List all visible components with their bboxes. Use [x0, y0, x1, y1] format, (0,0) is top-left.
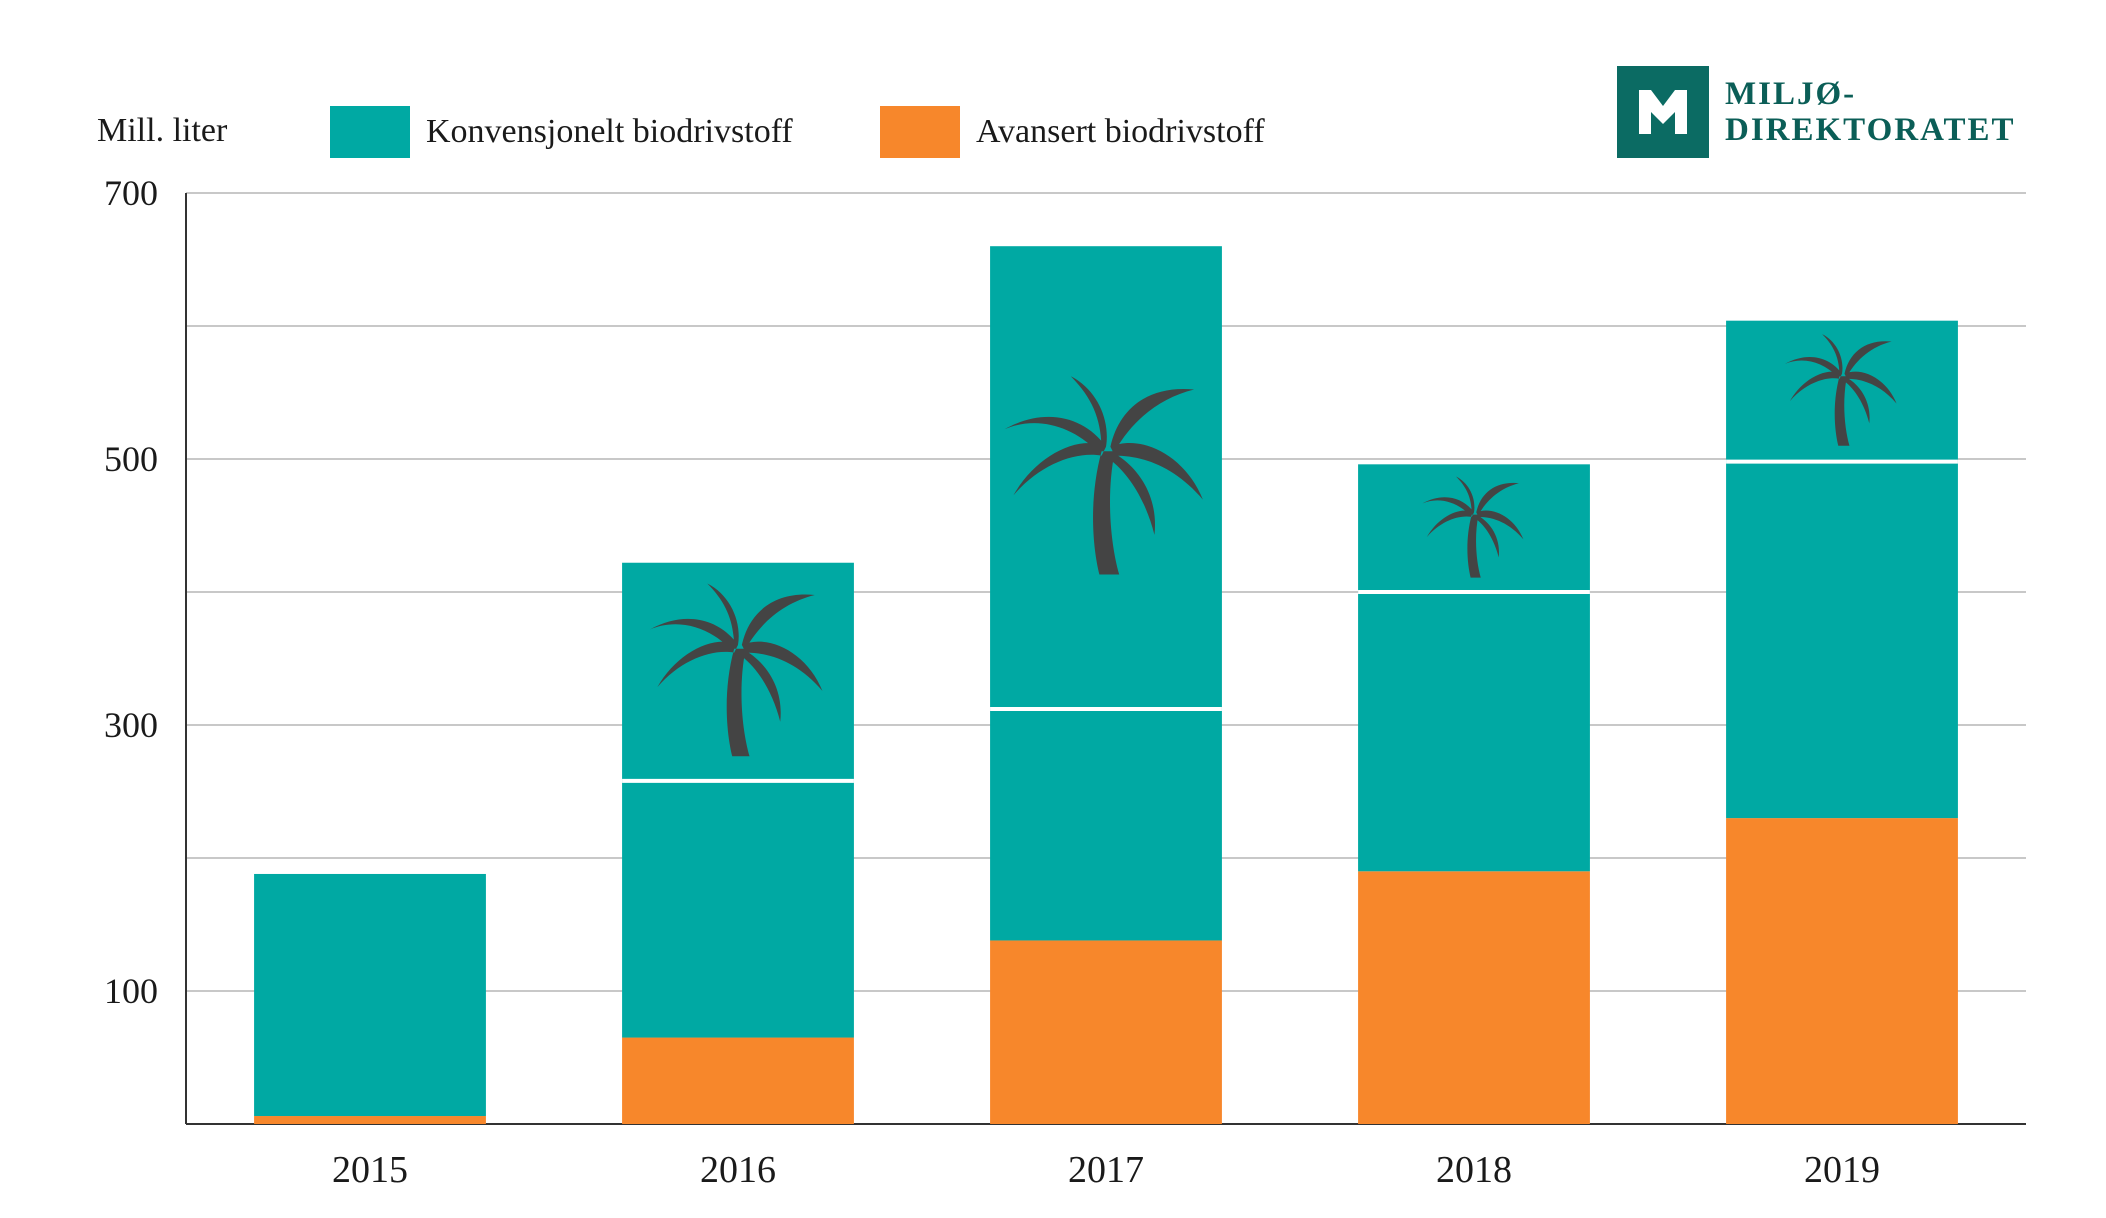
- legend-swatch-advanced: [880, 106, 960, 158]
- x-tick-label-2016: 2016: [700, 1149, 776, 1191]
- palm-tree-icon: [649, 583, 823, 757]
- logo-line-1: MILJØ-: [1725, 76, 1857, 112]
- palm-tree-icon: [1784, 334, 1897, 446]
- palm-tree-icon-shape: [1004, 376, 1203, 575]
- x-tick-label-2019: 2019: [1804, 1149, 1880, 1191]
- miljodirektoratet-logo: MILJØ- DIREKTORATET: [1617, 66, 2016, 158]
- logo-text: MILJØ- DIREKTORATET: [1725, 76, 2016, 148]
- legend-swatch-conventional: [330, 106, 410, 158]
- y-tick-label-700: 700: [104, 173, 158, 213]
- x-tick-label-2018: 2018: [1436, 1149, 1512, 1191]
- palm-tree-icon: [1422, 476, 1524, 578]
- bar-conventional-2015: [254, 873, 486, 1117]
- bar-advanced-2018: [1358, 871, 1590, 1124]
- unit-label: Mill. liter: [97, 112, 228, 149]
- legend-item-conventional: Konvensjonelt biodrivstoff: [330, 106, 793, 158]
- legend-label-advanced: Avansert biodrivstoff: [976, 113, 1265, 150]
- logo-line-2: DIREKTORATET: [1725, 112, 2016, 148]
- y-tick-label-300: 300: [104, 705, 158, 745]
- bar-advanced-2019: [1726, 818, 1958, 1124]
- palm-tree-icon-shape: [1422, 476, 1524, 578]
- palm-tree-icon-shape: [649, 583, 823, 757]
- y-tick-label-100: 100: [104, 971, 158, 1011]
- logo-mark-icon: [1617, 66, 1709, 158]
- legend-label-conventional: Konvensjonelt biodrivstoff: [426, 113, 793, 150]
- bar-conventional-2017: [990, 246, 1222, 941]
- x-tick-label-2015: 2015: [332, 1149, 408, 1191]
- bar-advanced-2017: [990, 940, 1222, 1124]
- palm-tree-icon-shape: [1784, 334, 1897, 446]
- bar-advanced-2016: [622, 1037, 854, 1124]
- x-tick-label-2017: 2017: [1068, 1149, 1144, 1191]
- bar-advanced-2015: [254, 1116, 486, 1124]
- y-tick-label-500: 500: [104, 439, 158, 479]
- palm-tree-icon: [1004, 376, 1203, 575]
- legend-item-advanced: Avansert biodrivstoff: [880, 106, 1265, 158]
